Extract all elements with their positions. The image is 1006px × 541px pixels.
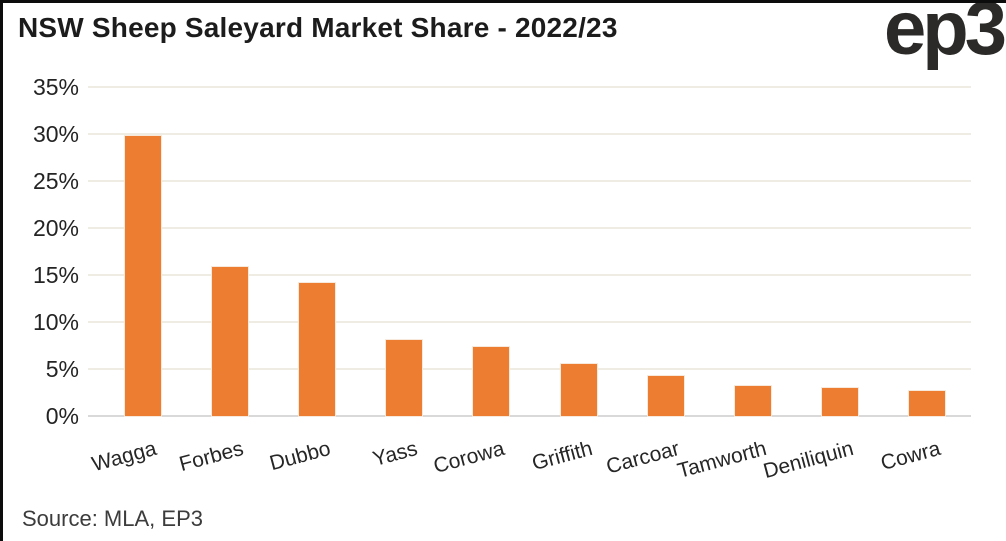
ep3-logo: ep3 — [884, 0, 1006, 71]
bar-griffith — [560, 364, 597, 416]
y-tick-label: 20% — [32, 215, 79, 241]
gridline — [88, 368, 971, 370]
gridline — [88, 274, 971, 276]
y-tick-label: 25% — [32, 168, 79, 194]
y-tick-label: 15% — [32, 262, 79, 288]
x-axis-line — [88, 415, 971, 417]
plot-area: 0% 5% 10% 15% 20% 25% 30% 35% Wagga Forbes Dubbo Ya… — [3, 3, 1006, 541]
y-tick-label: 35% — [32, 74, 79, 100]
bar-forbes — [211, 266, 248, 416]
gridline — [88, 86, 971, 88]
bar-carcoar — [647, 375, 684, 416]
bar-dubbo — [299, 283, 335, 416]
y-tick-label: 0% — [45, 403, 79, 429]
y-tick-label: 5% — [45, 356, 79, 382]
bar-corowa — [473, 347, 510, 416]
bar-yass — [386, 339, 423, 416]
chart-title: NSW Sheep Saleyard Market Share - 2022/2… — [18, 12, 618, 43]
gridline — [88, 227, 971, 229]
bar-cowra — [909, 390, 946, 416]
bar-tamworth — [735, 385, 771, 416]
bar-wagga — [124, 135, 161, 416]
bar-deniliquin — [822, 387, 859, 416]
source-note: Source: MLA, EP3 — [22, 506, 203, 531]
y-tick-label: 10% — [32, 309, 79, 335]
gridline — [88, 321, 971, 323]
gridline — [88, 133, 971, 135]
y-tick-label: 30% — [32, 121, 79, 147]
gridline — [88, 180, 971, 182]
